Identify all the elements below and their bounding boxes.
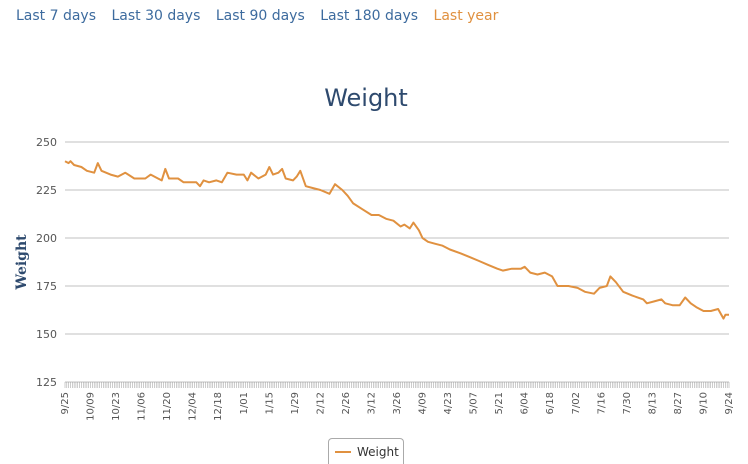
x-tick-label: 11/20 <box>162 392 173 421</box>
x-tick-label: 3/12 <box>366 392 377 414</box>
x-tick-label: 7/02 <box>571 392 582 414</box>
y-tick-label: 250 <box>36 136 57 149</box>
y-tick-label: 175 <box>36 280 57 293</box>
time-range-tabs: Last 7 days Last 30 days Last 90 days La… <box>16 8 509 24</box>
legend[interactable]: Weight <box>328 438 404 464</box>
x-tick-label: 12/04 <box>188 392 199 421</box>
x-tick-label: 2/12 <box>315 392 326 414</box>
chart-title: Weight <box>324 84 408 112</box>
grid-lines <box>65 141 729 383</box>
y-axis-ticks: 125 150 175 200 225 250 <box>36 136 57 389</box>
y-axis-title: Weight <box>14 234 30 291</box>
tab-last-90-days[interactable]: Last 90 days <box>215 8 305 24</box>
x-tick-label: 9/24 <box>724 392 735 414</box>
weight-chart: Weight Weight 125 150 175 200 225 250 9/25 10/… <box>14 84 735 421</box>
x-tick-label: 5/21 <box>494 392 505 414</box>
y-tick-label: 125 <box>36 376 57 389</box>
x-tick-label: 6/04 <box>520 392 531 414</box>
y-tick-label: 225 <box>36 184 57 197</box>
y-tick-label: 150 <box>36 328 57 341</box>
x-tick-label: 8/27 <box>673 392 684 414</box>
x-axis-labels: 9/25 10/09 10/23 11/06 11/20 12/04 12/18 1/01 1/… <box>60 392 735 421</box>
tab-last-year[interactable]: Last year <box>433 8 499 24</box>
x-tick-label: 5/07 <box>469 392 480 414</box>
x-tick-label: 2/26 <box>341 392 352 414</box>
tab-last-180-days[interactable]: Last 180 days <box>320 8 419 24</box>
legend-swatch <box>335 450 351 453</box>
tab-last-7-days[interactable]: Last 7 days <box>16 8 97 24</box>
x-tick-label: 8/13 <box>647 392 658 414</box>
weight-series-line <box>64 160 729 320</box>
x-tick-label: 6/18 <box>545 392 556 414</box>
x-tick-label: 3/26 <box>392 392 403 414</box>
x-tick-label: 4/23 <box>443 392 454 414</box>
x-tick-label: 7/30 <box>622 392 633 414</box>
x-tick-label: 10/23 <box>111 392 122 421</box>
x-tick-label: 1/29 <box>290 392 301 414</box>
x-tick-label: 12/18 <box>213 392 224 421</box>
x-tick-label: 7/16 <box>596 392 607 414</box>
x-tick-label: 1/01 <box>239 392 250 414</box>
y-tick-label: 200 <box>36 232 57 245</box>
x-tick-label: 9/25 <box>60 392 71 414</box>
x-tick-label: 4/09 <box>418 392 429 414</box>
x-tick-label: 1/15 <box>264 392 275 414</box>
x-axis-ticks <box>64 382 730 388</box>
legend-label: Weight <box>357 444 399 459</box>
x-tick-label: 9/10 <box>698 392 709 414</box>
x-tick-label: 11/06 <box>137 392 148 421</box>
tab-last-30-days[interactable]: Last 30 days <box>111 8 201 24</box>
x-tick-label: 10/09 <box>86 392 97 421</box>
